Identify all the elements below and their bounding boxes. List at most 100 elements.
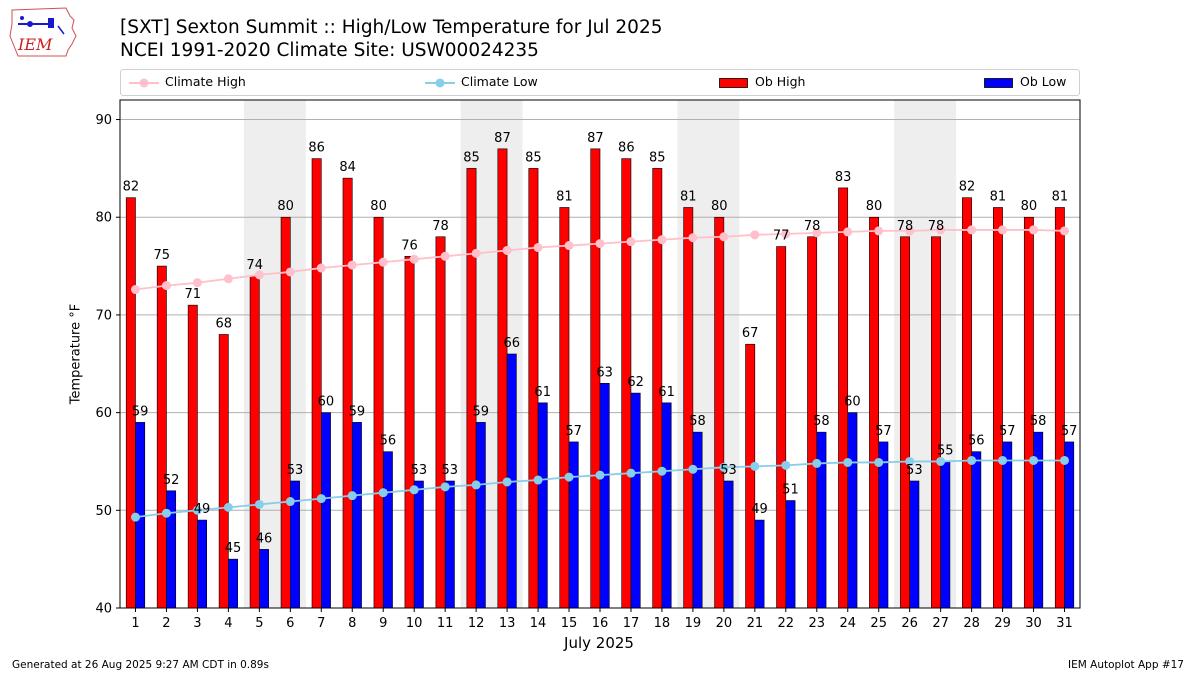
generated-timestamp: Generated at 26 Aug 2025 9:27 AM CDT in … <box>12 659 269 671</box>
legend-climate-high: Climate High <box>129 74 246 89</box>
ob-high-value-label: 78 <box>897 219 914 234</box>
ob-low-value-label: 57 <box>999 424 1016 439</box>
ob-low-bar <box>909 480 920 609</box>
ob-low-value-label: 53 <box>287 463 304 478</box>
ob-high-value-label: 82 <box>959 180 976 195</box>
ob-low-bar <box>1002 441 1013 609</box>
x-tick-label: 29 <box>994 616 1011 631</box>
climate-low-point <box>1029 455 1039 465</box>
ob-low-value-label: 61 <box>534 385 551 400</box>
ob-high-value-label: 83 <box>835 170 852 185</box>
ob-low-bar <box>320 412 331 609</box>
climate-high-point <box>564 241 574 251</box>
ob-high-value-label: 76 <box>401 238 418 253</box>
ob-high-value-label: 78 <box>804 219 821 234</box>
climate-low-point <box>812 458 822 468</box>
ob-low-value-label: 57 <box>1061 424 1078 439</box>
climate-low-point <box>471 480 481 490</box>
climate-high-point <box>1029 225 1039 235</box>
ob-low-value-label: 53 <box>720 463 737 478</box>
x-tick-label: 11 <box>437 616 454 631</box>
ob-low-value-label: 58 <box>813 414 830 429</box>
climate-high-point <box>936 225 946 235</box>
ob-high-value-label: 67 <box>742 326 759 341</box>
ob-high-value-label: 80 <box>1021 199 1038 214</box>
ob-low-bar <box>599 383 610 609</box>
chart-subtitle: NCEI 1991-2020 Climate Site: USW00024235 <box>120 40 539 61</box>
climate-low-point <box>595 470 605 480</box>
climate-low-point <box>843 457 853 467</box>
x-tick-label: 1 <box>131 616 139 631</box>
climate-low-point <box>192 505 202 515</box>
climate-high-point <box>998 225 1008 235</box>
climate-high-point <box>1060 226 1070 236</box>
ob-high-value-label: 68 <box>215 316 232 331</box>
ob-high-value-label: 77 <box>773 229 790 244</box>
x-tick-label: 20 <box>716 616 733 631</box>
ob-low-value-label: 61 <box>658 385 675 400</box>
x-tick-label: 9 <box>379 616 387 631</box>
ob-high-bar <box>683 207 694 609</box>
ob-high-value-label: 81 <box>680 189 697 204</box>
ob-low-value-label: 49 <box>194 502 211 517</box>
ob-high-bar <box>559 207 570 609</box>
y-tick-label: 90 <box>95 113 112 128</box>
climate-high-line-icon <box>129 78 159 87</box>
ob-low-value-label: 58 <box>689 414 706 429</box>
x-tick-label: 24 <box>839 616 856 631</box>
legend-ob-low-label: Ob Low <box>1020 74 1067 89</box>
ob-low-bar <box>228 558 238 609</box>
legend: Climate High Climate Low Ob High Ob Low <box>120 69 1080 96</box>
ob-high-value-label: 81 <box>1052 189 1069 204</box>
ob-low-bar <box>351 422 362 609</box>
x-tick-label: 30 <box>1025 616 1042 631</box>
ob-low-bar <box>878 441 889 609</box>
legend-climate-low: Climate Low <box>425 74 538 89</box>
ob-low-value-label: 63 <box>596 365 613 380</box>
climate-low-point <box>967 455 977 465</box>
x-tick-label: 25 <box>870 616 887 631</box>
ob-high-value-label: 81 <box>556 189 573 204</box>
ob-high-bar <box>745 343 756 609</box>
ob-high-bar <box>156 265 167 609</box>
x-tick-label: 12 <box>468 616 485 631</box>
ob-high-bar <box>404 256 415 609</box>
ob-low-bar <box>630 392 641 609</box>
ob-high-value-label: 80 <box>277 199 294 214</box>
ob-low-value-label: 45 <box>225 541 242 556</box>
climate-low-point <box>533 475 543 485</box>
x-tick-label: 3 <box>193 616 201 631</box>
climate-high-point <box>657 235 667 245</box>
x-tick-label: 28 <box>963 616 980 631</box>
climate-high-point <box>285 267 295 277</box>
ob-low-value-label: 46 <box>256 531 273 546</box>
ob-low-bar <box>1064 441 1075 609</box>
ob-high-value-label: 81 <box>990 189 1007 204</box>
climate-high-point <box>533 243 543 253</box>
climate-high-point <box>223 274 233 284</box>
ob-high-value-label: 71 <box>185 287 202 302</box>
ob-high-swatch-icon <box>719 77 748 88</box>
ob-high-value-label: 84 <box>339 160 356 175</box>
climate-low-point <box>161 508 171 518</box>
climate-low-point <box>998 455 1008 465</box>
ob-high-value-label: 86 <box>618 141 635 156</box>
ob-high-bar <box>869 216 880 609</box>
x-tick-label: 17 <box>623 616 640 631</box>
climate-low-point <box>750 461 760 471</box>
climate-high-point <box>626 237 636 247</box>
y-axis-label: Temperature °F <box>68 303 84 405</box>
y-tick-label: 50 <box>95 504 112 519</box>
ob-low-value-label: 52 <box>163 473 180 488</box>
climate-high-point <box>905 226 915 236</box>
y-tick-label: 60 <box>95 406 112 421</box>
climate-high-point <box>347 260 357 270</box>
climate-low-point <box>564 472 574 482</box>
x-tick-label: 27 <box>932 616 949 631</box>
climate-low-point <box>502 477 512 487</box>
ob-high-value-label: 75 <box>154 248 171 263</box>
climate-high-point <box>254 270 264 280</box>
climate-low-point <box>719 462 729 472</box>
ob-low-value-label: 55 <box>937 443 954 458</box>
climate-low-point <box>688 464 698 474</box>
